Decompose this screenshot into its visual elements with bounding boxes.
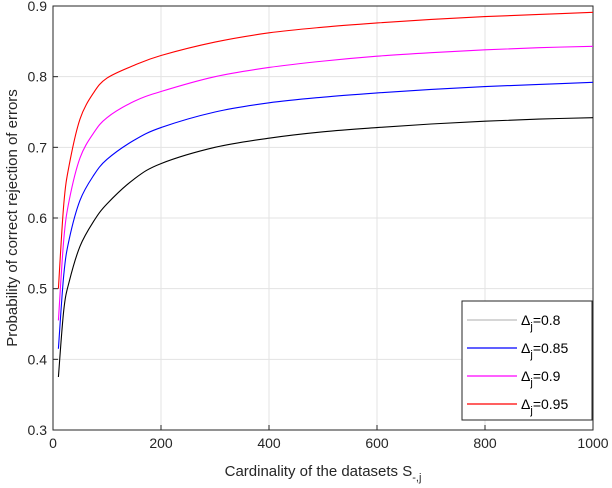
y-tick-label: 0.6 xyxy=(28,210,48,226)
y-axis-label: Probability of correct rejection of erro… xyxy=(4,89,21,347)
x-tick-label: 600 xyxy=(365,435,389,451)
y-tick-label: 0.8 xyxy=(28,69,48,85)
legend-label-1: Δj=0.85 xyxy=(521,340,568,361)
legend-label-2: Δj=0.9 xyxy=(521,368,561,389)
legend: Δj=0.8 Δj=0.85 Δj=0.9 Δj=0.95 xyxy=(461,300,593,421)
y-tick-label: 0.9 xyxy=(28,0,48,14)
series-lines xyxy=(57,11,594,378)
y-tick-label: 0.3 xyxy=(28,422,48,438)
x-tick-label: 400 xyxy=(257,435,281,451)
x-tick-label: 200 xyxy=(149,435,173,451)
series-line-3 xyxy=(57,11,594,289)
y-tick-label: 0.5 xyxy=(28,281,48,297)
y-tick-label: 0.7 xyxy=(28,139,48,155)
x-tick-label: 1000 xyxy=(577,435,608,451)
series-line-2 xyxy=(57,45,594,321)
x-axis-label: Cardinality of the datasets S-,j xyxy=(225,463,422,484)
y-tick-label: 0.4 xyxy=(28,351,48,367)
legend-box xyxy=(461,300,593,421)
series-line-1 xyxy=(57,81,594,349)
series-line-0 xyxy=(57,117,594,378)
x-tick-label: 800 xyxy=(473,435,497,451)
y-axis-ticks: 0.3 0.4 0.5 0.6 0.7 0.8 0.9 xyxy=(28,0,58,438)
legend-label-0: Δj=0.8 xyxy=(521,312,561,333)
legend-label-3: Δj=0.95 xyxy=(521,396,568,417)
x-tick-label: 0 xyxy=(49,435,57,451)
x-axis-ticks: 0 200 400 600 800 1000 xyxy=(49,425,609,451)
